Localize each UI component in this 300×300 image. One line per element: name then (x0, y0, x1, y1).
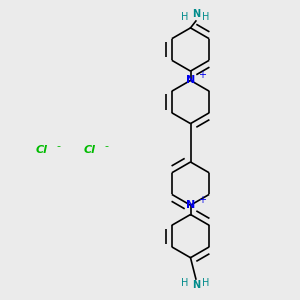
Text: -: - (104, 141, 109, 152)
Text: N: N (192, 9, 200, 19)
Text: +: + (198, 70, 206, 80)
Text: H: H (182, 11, 189, 22)
Text: H: H (202, 278, 210, 289)
Text: Cl: Cl (36, 145, 48, 155)
Text: N: N (192, 280, 200, 290)
Text: H: H (182, 278, 189, 289)
Text: +: + (198, 195, 206, 205)
Text: N: N (186, 75, 195, 85)
Text: N: N (186, 200, 195, 210)
Text: Cl: Cl (84, 145, 96, 155)
Text: H: H (202, 11, 210, 22)
Text: -: - (56, 141, 61, 152)
